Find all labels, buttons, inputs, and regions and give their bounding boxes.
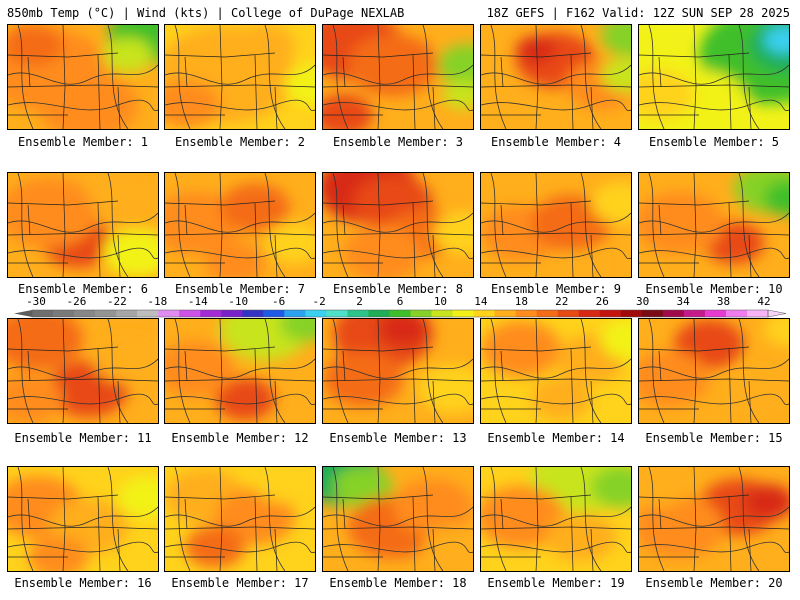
- colorbar-segment: [494, 310, 517, 317]
- colorbar-segment: [263, 310, 285, 317]
- ensemble-member-label: Ensemble Member: 5: [648, 135, 780, 149]
- ensemble-member-map-15: [638, 318, 790, 424]
- ensemble-member-label: Ensemble Member: 9: [490, 282, 622, 296]
- colorbar-segment: [641, 310, 664, 317]
- colorbar-tick-label: 42: [757, 295, 771, 308]
- ensemble-member-label: Ensemble Member: 3: [332, 135, 464, 149]
- ensemble-member-label: Ensemble Member: 12: [171, 431, 309, 445]
- colorbar-segment: [683, 310, 706, 317]
- temperature-colorbar: [0, 295, 800, 321]
- ensemble-member-map-14: [480, 318, 632, 424]
- colorbar-segment: [53, 310, 75, 317]
- colorbar-segment: [746, 310, 769, 317]
- colorbar-segment: [473, 310, 496, 317]
- colorbar-segment: [557, 310, 580, 317]
- ensemble-member-map-17: [164, 466, 316, 572]
- colorbar-segment: [662, 310, 685, 317]
- colorbar-segment: [95, 310, 117, 317]
- colorbar-segment: [158, 310, 180, 317]
- ensemble-member-label: Ensemble Member: 18: [329, 576, 467, 590]
- colorbar-tick-label: 10: [433, 295, 448, 308]
- colorbar-tick-label: 30: [636, 295, 650, 308]
- ensemble-member-label: Ensemble Member: 8: [332, 282, 464, 296]
- colorbar-segment: [284, 310, 306, 317]
- colorbar-tick-label: -30: [26, 295, 46, 308]
- colorbar-segment: [515, 310, 538, 317]
- map-title: 850mb Temp (°C) | Wind (kts) | College o…: [7, 6, 405, 20]
- colorbar-segment: [410, 310, 433, 317]
- ensemble-member-map-3: [322, 24, 474, 130]
- colorbar-segment: [74, 310, 96, 317]
- model-run-valid-time: 18Z GEFS | F162 Valid: 12Z SUN SEP 28 20…: [486, 6, 790, 20]
- ensemble-member-map-10: [638, 172, 790, 278]
- colorbar-tick-label: 6: [396, 295, 404, 308]
- ensemble-member-label: Ensemble Member: 6: [17, 282, 149, 296]
- colorbar-tick-label: -26: [66, 295, 87, 308]
- colorbar-tick-label: 2: [356, 295, 363, 308]
- colorbar-segment: [137, 310, 159, 317]
- ensemble-member-map-1: [7, 24, 159, 130]
- ensemble-member-label: Ensemble Member: 17: [171, 576, 309, 590]
- colorbar-segment: [32, 310, 54, 317]
- ensemble-member-label: Ensemble Member: 15: [645, 431, 783, 445]
- ensemble-member-label: Ensemble Member: 16: [14, 576, 152, 590]
- colorbar-segment: [536, 310, 559, 317]
- ensemble-member-map-12: [164, 318, 316, 424]
- colorbar-segment: [326, 310, 348, 317]
- colorbar-tick-label: 14: [474, 295, 488, 308]
- colorbar-segment: [305, 310, 327, 317]
- ensemble-member-label: Ensemble Member: 2: [174, 135, 306, 149]
- colorbar-tick-label: 22: [555, 295, 569, 308]
- ensemble-member-map-20: [638, 466, 790, 572]
- colorbar-tick-label: -18: [147, 295, 168, 308]
- colorbar-segment: [179, 310, 201, 317]
- colorbar-segment: [578, 310, 601, 317]
- ensemble-member-map-5: [638, 24, 790, 130]
- colorbar-tick-label: -2: [312, 295, 326, 308]
- ensemble-member-map-8: [322, 172, 474, 278]
- colorbar-segment: [200, 310, 222, 317]
- ensemble-member-label: Ensemble Member: 20: [645, 576, 783, 590]
- ensemble-member-label: Ensemble Member: 1: [17, 135, 149, 149]
- colorbar-segment: [242, 310, 264, 317]
- ensemble-member-map-9: [480, 172, 632, 278]
- colorbar-segment: [368, 310, 390, 317]
- colorbar-segment: [704, 310, 727, 317]
- ensemble-member-label: Ensemble Member: 10: [645, 282, 783, 296]
- colorbar-segment: [599, 310, 622, 317]
- colorbar-right-arrow: [767, 309, 787, 318]
- ensemble-member-label: Ensemble Member: 7: [174, 282, 306, 296]
- colorbar-tick-label: -22: [106, 295, 127, 308]
- ensemble-member-map-2: [164, 24, 316, 130]
- colorbar-segment: [347, 310, 369, 317]
- colorbar-segment: [725, 310, 748, 317]
- ensemble-member-map-13: [322, 318, 474, 424]
- ensemble-member-map-19: [480, 466, 632, 572]
- colorbar-tick-label: -14: [187, 295, 208, 308]
- ensemble-member-label: Ensemble Member: 14: [487, 431, 625, 445]
- colorbar-tick-label: 26: [595, 295, 609, 308]
- ensemble-member-map-7: [164, 172, 316, 278]
- ensemble-member-map-6: [7, 172, 159, 278]
- colorbar-tick-label: 38: [716, 295, 731, 308]
- ensemble-member-map-11: [7, 318, 159, 424]
- colorbar-segment: [452, 310, 475, 317]
- colorbar-segment: [389, 310, 412, 317]
- ensemble-member-label: Ensemble Member: 11: [14, 431, 152, 445]
- colorbar-segment: [221, 310, 243, 317]
- ensemble-member-label: Ensemble Member: 13: [329, 431, 467, 445]
- colorbar-left-arrow: [14, 310, 32, 317]
- ensemble-member-map-18: [322, 466, 474, 572]
- ensemble-member-label: Ensemble Member: 4: [490, 135, 622, 149]
- colorbar-tick-label: -10: [228, 295, 249, 308]
- colorbar-segment: [620, 310, 643, 317]
- ensemble-member-map-4: [480, 24, 632, 130]
- colorbar-segment: [116, 310, 138, 317]
- colorbar-tick-label: -6: [272, 295, 286, 308]
- colorbar-tick-label: 34: [676, 295, 690, 308]
- ensemble-member-map-16: [7, 466, 159, 572]
- colorbar-tick-label: 18: [514, 295, 528, 308]
- ensemble-member-label: Ensemble Member: 19: [487, 576, 625, 590]
- colorbar-segment: [431, 310, 454, 317]
